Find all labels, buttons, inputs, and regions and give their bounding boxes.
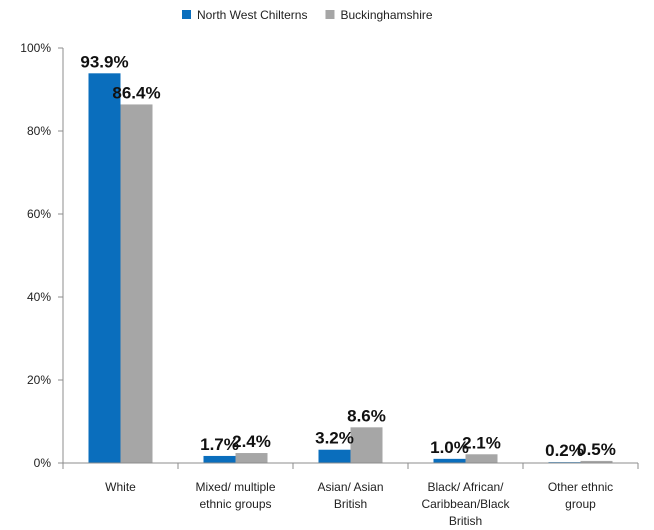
legend-label: Buckinghamshire (340, 8, 432, 22)
x-category-label: Mixed/ multiple ethnic groups (195, 480, 275, 511)
x-category-label-line: British (334, 497, 367, 511)
x-category-label-line: group (565, 497, 596, 511)
x-category-label: Asian/ Asian British (317, 480, 383, 511)
y-axis: 0% 20% 40% 60% 80% 100% (20, 41, 64, 470)
y-tick-label: 60% (27, 207, 51, 221)
x-category-label-line: Black/ African/ (427, 480, 504, 494)
bar-buckinghamshire (350, 427, 383, 463)
bar-north-west-chilterns (203, 455, 236, 463)
x-category-label-line: Asian/ Asian (317, 480, 383, 494)
data-label: 1.7% (200, 435, 239, 454)
x-category-label-line: Mixed/ multiple (195, 480, 275, 494)
x-category-label-line: White (105, 480, 136, 494)
x-category-label-line: Other ethnic (548, 480, 613, 494)
x-category-label: Black/ African/Caribbean/Black British (421, 480, 510, 528)
legend-swatch (182, 10, 191, 19)
data-label: 8.6% (347, 406, 386, 425)
bar-north-west-chilterns (88, 73, 121, 463)
y-tick-label: 20% (27, 373, 51, 387)
x-axis: White Mixed/ multiple ethnic groups Asian/ … (62, 462, 639, 528)
bar-buckinghamshire (580, 460, 613, 463)
data-labels: 93.9% 86.4% 1.7%2.4% 3.2% 8.6% 1.0%2.1% 0.2%0.… (80, 52, 615, 460)
data-label: 2.1% (462, 433, 501, 452)
data-label: 2.4% (232, 432, 271, 451)
y-tick-label: 100% (20, 41, 51, 55)
legend-swatch (325, 10, 335, 19)
y-tick-label: 40% (27, 290, 51, 304)
data-label: 86.4% (112, 83, 160, 102)
bar-buckinghamshire (465, 454, 498, 463)
bar-north-west-chilterns (433, 458, 466, 463)
data-label: 93.9% (80, 52, 128, 71)
x-category-label-line: ethnic groups (199, 497, 271, 511)
bar-buckinghamshire (235, 453, 268, 463)
y-tick-label: 0% (34, 456, 52, 470)
y-tick-label: 80% (27, 124, 51, 138)
legend-label: North West Chilterns (197, 8, 307, 22)
data-label: 0.2% (545, 441, 584, 460)
x-category-label: White (105, 480, 136, 494)
bar-buckinghamshire (120, 104, 153, 463)
x-category-label-line: Caribbean/Black (421, 497, 510, 511)
x-category-label-line: British (449, 514, 482, 528)
data-label: 0.5% (577, 440, 616, 459)
data-label: 1.0% (430, 438, 469, 457)
data-label: 3.2% (315, 429, 354, 448)
bars (88, 73, 613, 463)
bar-north-west-chilterns (318, 449, 351, 463)
x-category-label: Other ethnic group (548, 480, 613, 511)
legend: North West Chilterns Buckinghamshire (182, 8, 433, 22)
